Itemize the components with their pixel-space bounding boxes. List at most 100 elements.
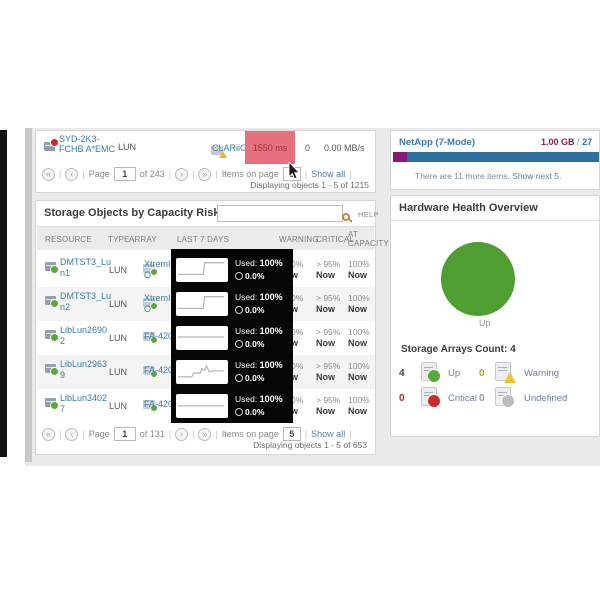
used-label: Used:	[235, 292, 258, 302]
up-count: 4	[399, 368, 405, 379]
at-capacity-threshold: 100%	[348, 327, 370, 337]
at-capacity-threshold: 100%	[348, 259, 370, 269]
array-link[interactable]: FA-420	[144, 331, 174, 341]
free-space-icon	[235, 408, 243, 416]
panel-header: Storage Objects by Capacity Risk HELP	[36, 201, 378, 227]
page-input[interactable]	[113, 167, 136, 181]
lun-up-icon	[45, 262, 59, 275]
prev-page-icon[interactable]: ‹	[65, 167, 79, 181]
usage-separator: /	[577, 137, 580, 147]
at-capacity-threshold: 100%	[348, 395, 370, 405]
critical-when: Now	[316, 372, 335, 382]
array-link[interactable]: XtremIO	[144, 259, 171, 280]
critical-label[interactable]: Critical	[448, 393, 478, 404]
critical-when: Now	[316, 406, 335, 416]
table-row[interactable]: SYD-2K3-FCHB A*EMC LUN CLARiiON 1550 ms …	[36, 131, 375, 164]
at-capacity-when: Now	[348, 338, 367, 348]
resource-link[interactable]: SYD-2K3-FCHB A*EMC	[59, 134, 116, 154]
more-items-text: There are 11 more items.	[415, 171, 510, 181]
array-link[interactable]: FA-420	[144, 399, 174, 409]
next-page-icon[interactable]: ›	[175, 427, 189, 441]
separator: |	[192, 169, 195, 179]
more-items-note: There are 11 more items. Show next 5.	[415, 171, 561, 181]
array-warning-status-icon	[495, 362, 516, 383]
at-capacity-when: Now	[348, 304, 367, 314]
at-capacity-threshold: 100%	[348, 293, 370, 303]
trend-column-overlay: Used: 100% 0.0% Used: 100% 0.0% Used: 10…	[171, 249, 293, 423]
col-critical: CRITICAL	[316, 235, 355, 244]
undefined-label[interactable]: Undefined	[524, 393, 568, 404]
array-link[interactable]: FA-420	[144, 365, 174, 375]
page-of-label: of 131	[139, 429, 165, 439]
page-of-label: of 243	[139, 169, 165, 179]
used-label: Used:	[235, 360, 258, 370]
first-page-icon[interactable]: «	[42, 167, 55, 181]
pie-slice-label: Up	[479, 318, 491, 328]
lun-critical-icon	[44, 138, 59, 152]
type-cell: LUN	[109, 333, 128, 343]
separator: |	[82, 429, 85, 439]
at-capacity-when: Now	[348, 406, 367, 416]
page-input[interactable]	[113, 427, 136, 441]
resource-link[interactable]: DMTST3_Lun1	[60, 257, 112, 278]
last-page-icon[interactable]: »	[198, 167, 212, 181]
up-label[interactable]: Up	[448, 368, 461, 379]
resource-link[interactable]: DMTST3_Lun2	[60, 291, 112, 312]
trend-cell: Used: 100% 0.0%	[171, 287, 293, 321]
lun-up-icon	[45, 296, 59, 309]
separator: |	[349, 429, 352, 439]
search-icon[interactable]	[342, 213, 350, 221]
help-link[interactable]: HELP	[358, 210, 379, 219]
array-link[interactable]: XtremIO	[144, 293, 171, 314]
type-cell: LUN	[109, 401, 128, 411]
capacity-bar-used-segment	[393, 152, 407, 162]
show-all-link[interactable]: Show all	[311, 429, 346, 439]
capacity-bar	[393, 152, 599, 162]
used-capacity: 1.00 GB	[541, 137, 575, 147]
array-link[interactable]: CLARiiON	[212, 143, 254, 153]
at-capacity-when: Now	[348, 372, 367, 382]
separator: |	[168, 429, 172, 439]
next-page-icon[interactable]: ›	[175, 167, 189, 181]
capacity-bar-total-segment	[407, 152, 599, 162]
capacity-risk-panel: Storage Objects by Capacity Risk HELP RE…	[35, 200, 389, 455]
panel-title: Storage Objects by Capacity Risk	[44, 207, 220, 219]
critical-when: Now	[316, 304, 335, 314]
items-on-page-label: Items on page	[221, 429, 279, 439]
trend-cell: Used: 100% 0.0%	[171, 253, 293, 287]
iops-cell: 0	[305, 143, 311, 153]
free-value: 0.0%	[245, 271, 265, 281]
warning-label[interactable]: Warning	[524, 368, 560, 379]
separator: |	[192, 429, 195, 439]
page-label: Page	[88, 169, 110, 179]
last-page-icon[interactable]: »	[198, 427, 212, 441]
sparkline-chart	[176, 326, 228, 350]
resource-link[interactable]: LibLun26902	[60, 325, 108, 346]
critical-when: Now	[316, 338, 335, 348]
separator: |	[215, 429, 218, 439]
show-next-link[interactable]: Show next 5.	[512, 171, 562, 181]
sparkline-chart	[176, 360, 228, 384]
show-all-link[interactable]: Show all	[311, 169, 346, 179]
used-label: Used:	[235, 258, 258, 268]
critical-count: 0	[399, 393, 405, 404]
netapp-7mode-link[interactable]: NetApp (7-Mode)	[399, 137, 475, 148]
scrollbar-track[interactable]	[25, 128, 32, 462]
panel-title: Hardware Health Overview	[399, 202, 538, 214]
pager-top: « | ‹ | Page of 243 | › | » | Items on p…	[42, 167, 352, 181]
first-page-icon[interactable]: «	[42, 427, 55, 441]
resource-link[interactable]: LibLun29639	[60, 359, 108, 380]
health-pie-chart[interactable]	[441, 242, 515, 316]
items-on-page-input[interactable]	[282, 427, 301, 441]
col-type: TYPE	[108, 235, 130, 244]
array-undefined-status-icon	[495, 387, 515, 408]
prev-page-icon[interactable]: ‹	[65, 427, 79, 441]
search-input[interactable]	[217, 205, 343, 222]
type-cell: LUN	[118, 142, 137, 152]
resource-link[interactable]: LibLun34027	[60, 393, 108, 414]
at-capacity-threshold: 100%	[348, 361, 370, 371]
separator: |	[304, 429, 308, 439]
pager-bottom: « | ‹ | Page of 131 | › | » | Items on p…	[42, 427, 352, 441]
array-up-icon	[142, 366, 158, 379]
used-label: Used:	[235, 326, 258, 336]
